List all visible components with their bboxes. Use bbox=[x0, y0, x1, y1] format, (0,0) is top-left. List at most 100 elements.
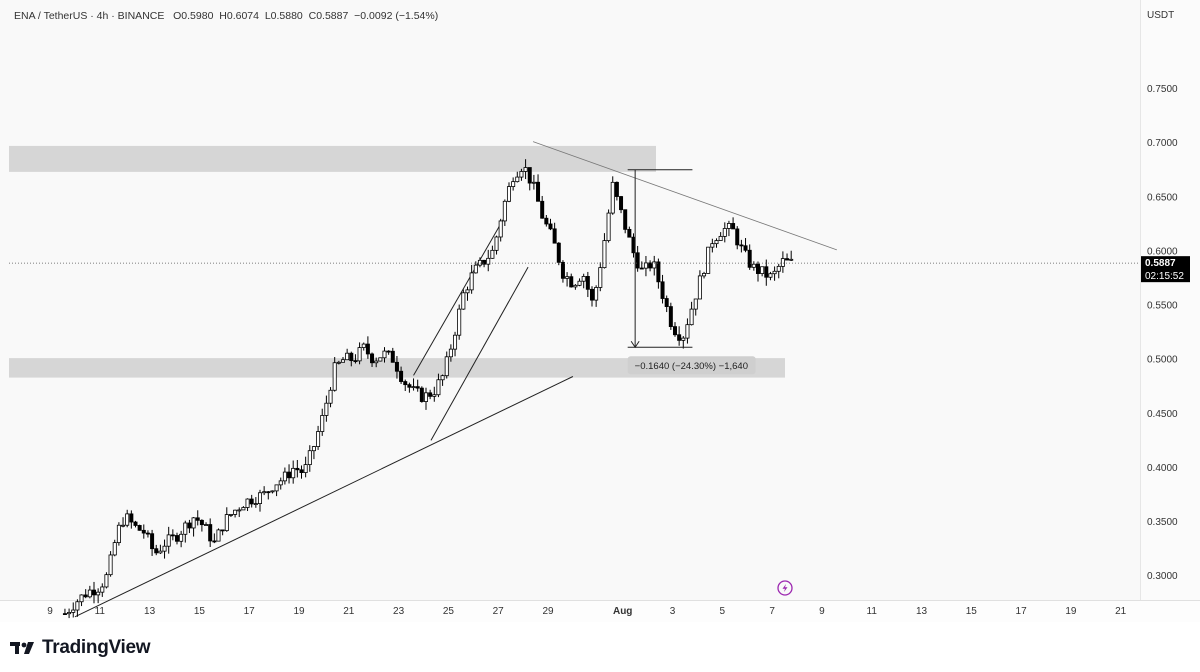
candle[interactable] bbox=[448, 344, 453, 362]
candle[interactable] bbox=[602, 233, 607, 269]
candle[interactable] bbox=[747, 244, 752, 270]
candle[interactable] bbox=[150, 529, 155, 556]
candle[interactable] bbox=[75, 599, 80, 617]
candle[interactable] bbox=[606, 209, 611, 243]
candle[interactable] bbox=[121, 517, 126, 528]
candle[interactable] bbox=[253, 497, 258, 508]
candle[interactable] bbox=[112, 539, 117, 557]
candle[interactable] bbox=[415, 379, 420, 392]
candle[interactable] bbox=[556, 242, 561, 266]
candle[interactable] bbox=[179, 530, 184, 548]
candle[interactable] bbox=[457, 304, 462, 340]
candle[interactable] bbox=[465, 286, 470, 301]
candle[interactable] bbox=[573, 284, 578, 290]
candle[interactable] bbox=[585, 271, 590, 298]
candle[interactable] bbox=[237, 507, 242, 518]
candle[interactable] bbox=[428, 389, 433, 400]
candle[interactable] bbox=[453, 331, 458, 357]
candle[interactable] bbox=[220, 529, 225, 536]
candle[interactable] bbox=[710, 238, 715, 253]
candle[interactable] bbox=[390, 347, 395, 363]
candle[interactable] bbox=[67, 608, 72, 619]
candle[interactable] bbox=[664, 295, 669, 313]
candle[interactable] bbox=[648, 260, 653, 272]
candle[interactable] bbox=[266, 491, 271, 500]
candle[interactable] bbox=[357, 342, 362, 365]
candle[interactable] bbox=[62, 608, 67, 615]
candle[interactable] bbox=[726, 220, 731, 237]
candle[interactable] bbox=[436, 373, 441, 398]
candle[interactable] bbox=[340, 356, 345, 363]
candle[interactable] bbox=[668, 302, 673, 330]
candle[interactable] bbox=[141, 524, 146, 539]
descending-resistance-trendline[interactable] bbox=[532, 141, 837, 251]
candle[interactable] bbox=[490, 245, 495, 259]
candle[interactable] bbox=[83, 589, 88, 599]
candle[interactable] bbox=[764, 259, 769, 286]
candle[interactable] bbox=[96, 588, 101, 604]
candle[interactable] bbox=[714, 238, 719, 248]
candle[interactable] bbox=[324, 395, 329, 422]
candle[interactable] bbox=[486, 249, 491, 272]
candle[interactable] bbox=[536, 174, 541, 202]
channel-lower-trendline[interactable] bbox=[430, 266, 529, 441]
candle[interactable] bbox=[656, 258, 661, 289]
candle[interactable] bbox=[706, 246, 711, 274]
candle[interactable] bbox=[444, 351, 449, 379]
candle[interactable] bbox=[212, 533, 217, 544]
candle[interactable] bbox=[79, 594, 84, 607]
candle[interactable] bbox=[378, 357, 383, 362]
candle[interactable] bbox=[527, 167, 532, 191]
candle[interactable] bbox=[614, 181, 619, 201]
candle[interactable] bbox=[722, 222, 727, 243]
candle[interactable] bbox=[374, 357, 379, 368]
candle[interactable] bbox=[523, 159, 528, 180]
candle[interactable] bbox=[639, 261, 644, 270]
candle[interactable] bbox=[278, 477, 283, 490]
candle[interactable] bbox=[133, 520, 138, 528]
candle[interactable] bbox=[718, 232, 723, 241]
candle[interactable] bbox=[129, 510, 134, 529]
candle[interactable] bbox=[91, 581, 96, 604]
candle[interactable] bbox=[511, 177, 516, 191]
candle[interactable] bbox=[581, 273, 586, 289]
candle[interactable] bbox=[423, 387, 428, 410]
candle[interactable] bbox=[328, 387, 333, 408]
candle[interactable] bbox=[731, 217, 736, 230]
candle[interactable] bbox=[191, 517, 196, 537]
candle[interactable] bbox=[560, 260, 565, 283]
candle[interactable] bbox=[565, 272, 570, 287]
candle[interactable] bbox=[299, 465, 304, 479]
candle[interactable] bbox=[577, 278, 582, 287]
candle[interactable] bbox=[361, 342, 366, 351]
candle[interactable] bbox=[652, 255, 657, 276]
candle[interactable] bbox=[228, 513, 233, 517]
candle[interactable] bbox=[386, 350, 391, 355]
candle[interactable] bbox=[170, 529, 175, 541]
candle[interactable] bbox=[531, 174, 536, 190]
currency-label[interactable]: USDT bbox=[1147, 10, 1175, 21]
candle[interactable] bbox=[158, 544, 163, 555]
candle[interactable] bbox=[145, 530, 150, 538]
candle[interactable] bbox=[382, 347, 387, 363]
candle[interactable] bbox=[249, 494, 254, 508]
candle[interactable] bbox=[353, 354, 358, 364]
candle[interactable] bbox=[743, 238, 748, 253]
candle[interactable] bbox=[407, 382, 412, 393]
candle[interactable] bbox=[370, 352, 375, 367]
candle[interactable] bbox=[469, 264, 474, 294]
candle[interactable] bbox=[336, 360, 341, 365]
candle[interactable] bbox=[241, 506, 246, 511]
candle[interactable] bbox=[643, 255, 648, 277]
candle[interactable] bbox=[332, 357, 337, 392]
candle[interactable] bbox=[399, 366, 404, 384]
candle[interactable] bbox=[166, 526, 171, 554]
candle[interactable] bbox=[282, 467, 287, 485]
candle[interactable] bbox=[739, 239, 744, 253]
candle[interactable] bbox=[87, 585, 92, 599]
candle[interactable] bbox=[274, 484, 279, 497]
candle[interactable] bbox=[776, 263, 781, 279]
candle[interactable] bbox=[780, 251, 785, 273]
candle[interactable] bbox=[768, 271, 773, 281]
candle[interactable] bbox=[785, 253, 790, 261]
